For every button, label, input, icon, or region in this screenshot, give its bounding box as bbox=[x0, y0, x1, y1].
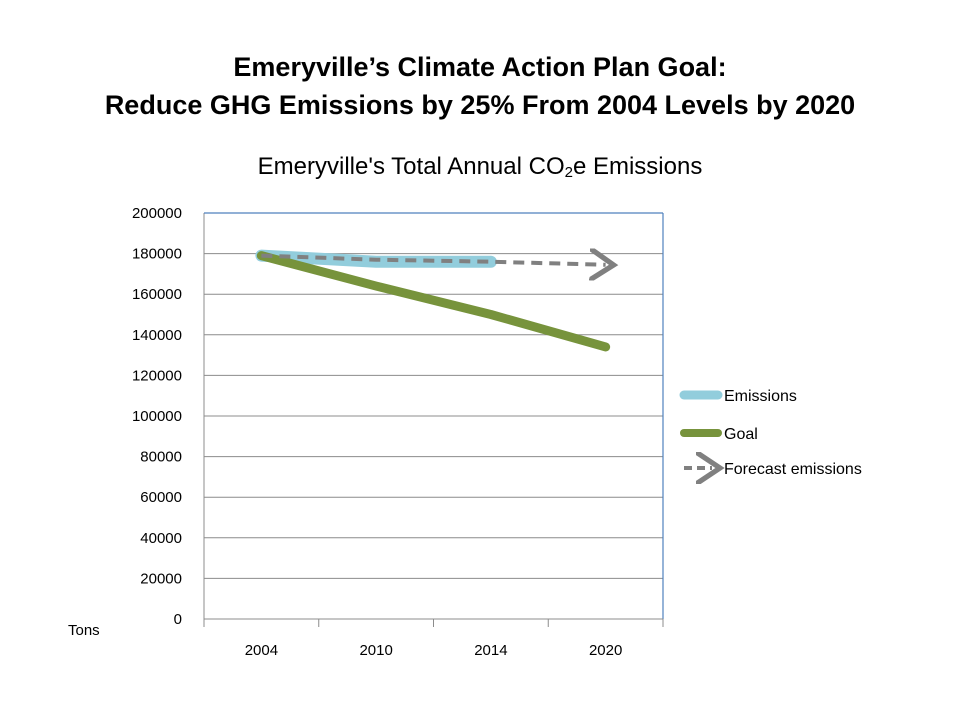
legend-label: Emissions bbox=[724, 388, 797, 405]
y-tick-label: 60000 bbox=[140, 489, 182, 506]
x-tick-label: 2010 bbox=[359, 642, 392, 659]
slide-title: Emeryville’s Climate Action Plan Goal: R… bbox=[0, 48, 960, 124]
gridlines bbox=[204, 212, 663, 579]
y-axis-label: Tons bbox=[68, 622, 100, 639]
chart-title-prefix: Emeryville's Total Annual CO bbox=[257, 153, 565, 180]
axes: 0 20000 40000 60000 80000 100000 120000 140000 1… bbox=[132, 205, 664, 659]
y-tick-label: 80000 bbox=[140, 449, 182, 466]
y-tick-label: 40000 bbox=[140, 530, 182, 547]
y-tick-label: 140000 bbox=[132, 327, 182, 344]
series-line-forecast-emissions bbox=[261, 256, 605, 265]
y-tick-label: 100000 bbox=[132, 408, 182, 425]
x-tick-label: 2004 bbox=[245, 642, 278, 659]
chart-title: Emeryville's Total Annual CO2e Emissions bbox=[0, 153, 960, 181]
series-line-goal bbox=[256, 251, 611, 352]
legend-label: Goal bbox=[724, 426, 758, 443]
chart-title-subscript: 2 bbox=[564, 164, 573, 181]
y-tick-label: 160000 bbox=[132, 286, 182, 303]
chart-title-suffix: e Emissions bbox=[572, 153, 703, 180]
y-tick-label: 20000 bbox=[140, 570, 182, 587]
y-tick-label: 120000 bbox=[132, 367, 182, 384]
series-lines bbox=[255, 251, 611, 352]
y-tick-label: 200000 bbox=[132, 205, 182, 222]
y-tick-label: 0 bbox=[174, 611, 182, 628]
legend: Emissions Goal Forecast emissions bbox=[679, 388, 862, 478]
y-tick-label: 180000 bbox=[132, 246, 182, 263]
legend-label: Forecast emissions bbox=[724, 461, 862, 478]
slide-title-line-1: Emeryville’s Climate Action Plan Goal: bbox=[233, 52, 727, 82]
slide-title-line-2: Reduce GHG Emissions by 25% From 2004 Le… bbox=[104, 90, 856, 120]
x-tick-label: 2014 bbox=[474, 642, 507, 659]
x-tick-label: 2020 bbox=[589, 642, 622, 659]
